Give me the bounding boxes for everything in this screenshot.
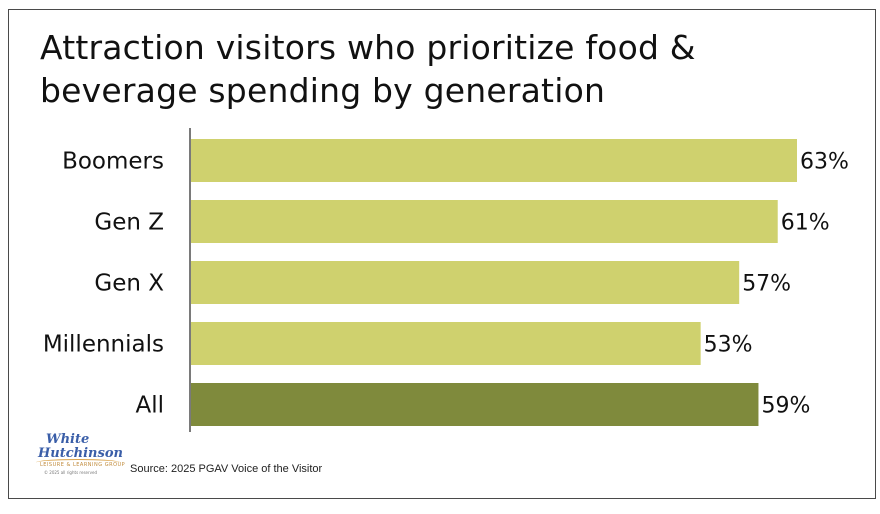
chart-title-line-2: beverage spending by generation (40, 71, 606, 110)
data-label: 53% (704, 333, 753, 358)
category-label: Gen X (94, 271, 164, 297)
bar-boomers (191, 139, 797, 182)
logo-text-line-2: Hutchinson (38, 446, 123, 461)
logo-text-line-1: White (46, 432, 90, 447)
chart-title: Attraction visitors who prioritize food … (40, 26, 820, 112)
category-label: Boomers (62, 149, 164, 175)
chart-title-line-1: Attraction visitors who prioritize food … (40, 28, 696, 67)
logo-tagline: LEISURE & LEARNING GROUP (40, 462, 126, 468)
bar-gen-z (191, 200, 778, 243)
logo-swoosh-icon (36, 459, 120, 466)
source-note: Source: 2025 PGAV Voice of the Visitor (130, 463, 323, 475)
category-label: Millennials (43, 332, 164, 358)
category-label: Gen Z (94, 210, 164, 236)
bar-all (191, 383, 759, 426)
data-label: 63% (800, 150, 849, 175)
logo-copyright: © 2025 all rights reserved (44, 470, 97, 475)
data-label: 59% (761, 394, 810, 419)
data-label: 57% (742, 272, 791, 297)
bar-millennials (191, 322, 701, 365)
category-label: All (135, 393, 164, 419)
bar-gen-x (191, 261, 740, 304)
white-hutchinson-logo: White Hutchinson LEISURE & LEARNING GROU… (36, 432, 126, 484)
data-label: 61% (781, 211, 830, 236)
